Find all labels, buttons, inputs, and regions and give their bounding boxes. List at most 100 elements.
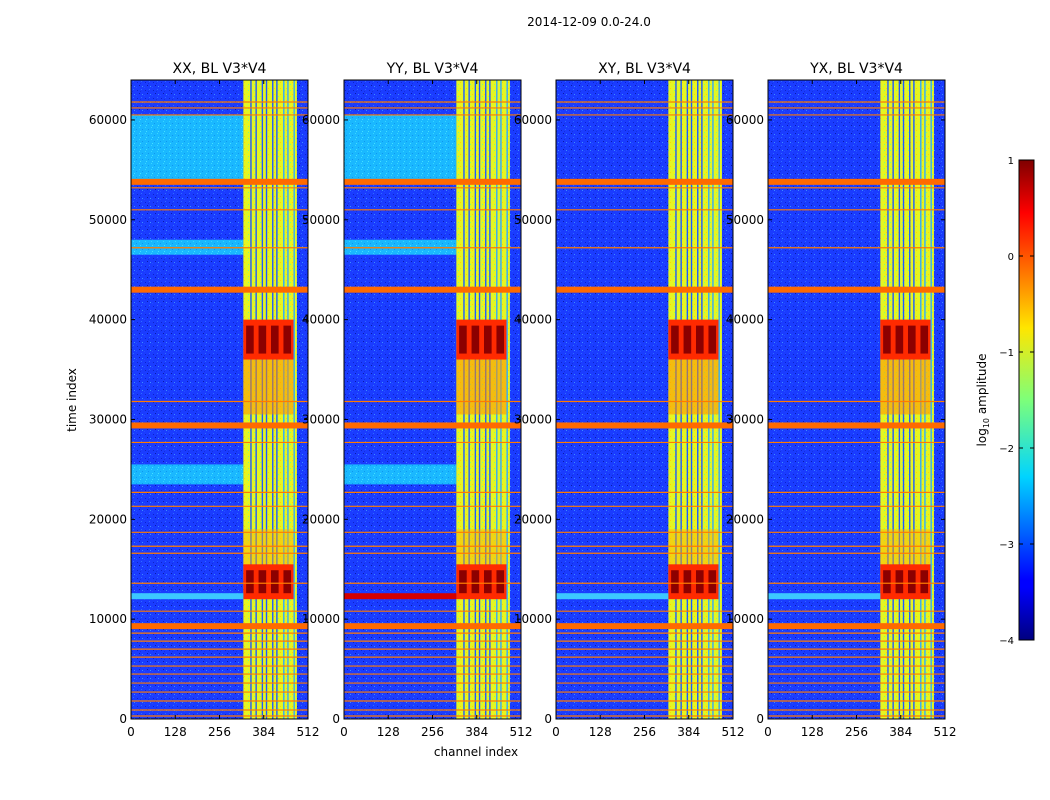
strong-region-core — [883, 325, 891, 354]
x-tick-label: 128 — [589, 725, 612, 739]
y-tick-label: 30000 — [89, 412, 127, 426]
y-tick-label: 0 — [544, 712, 552, 726]
strong-region-core — [283, 325, 292, 354]
orange-zone — [456, 359, 507, 415]
cyan-block — [131, 464, 244, 485]
colorbar-ticks: 1 0 −1 −2 −3 −4 — [999, 156, 1034, 647]
strong-region-core — [459, 325, 467, 354]
rfi-thick-row — [344, 422, 521, 429]
strong-region-core — [708, 325, 717, 354]
x-tick-label: 384 — [465, 725, 488, 739]
strong-region-core — [696, 570, 704, 594]
channel-stripe — [506, 80, 508, 719]
orange-zone — [880, 359, 931, 415]
x-tick-label: 0 — [340, 725, 348, 739]
y-tick-label: 30000 — [302, 412, 340, 426]
colorbar-tick-label: −1 — [999, 348, 1014, 359]
y-tick-label: 0 — [332, 712, 340, 726]
y-tick-label: 20000 — [302, 512, 340, 526]
strong-region-core — [683, 570, 692, 594]
rfi-cyan-line — [556, 593, 669, 600]
y-tick-label: 0 — [119, 712, 127, 726]
cyan-block — [131, 114, 244, 180]
strong-region-core — [459, 570, 467, 594]
x-tick-label: 128 — [377, 725, 400, 739]
strong-region-core — [471, 570, 480, 594]
x-tick-label: 512 — [722, 725, 745, 739]
strong-region-core — [471, 325, 480, 354]
strong-region-core — [484, 570, 492, 594]
y-tick-label: 40000 — [726, 313, 764, 327]
rfi-cyan-line — [131, 593, 244, 600]
rfi-thick-row — [556, 286, 733, 293]
x-tick-label: 128 — [164, 725, 187, 739]
strong-region-core — [246, 325, 254, 354]
y-tick-label: 50000 — [89, 213, 127, 227]
y-tick-label: 10000 — [726, 612, 764, 626]
colorbar-label-suffix: amplitude — [975, 354, 989, 418]
strong-region-core — [908, 325, 916, 354]
strong-region-core — [671, 570, 679, 594]
cyan-block — [344, 464, 457, 485]
rfi-thick-row — [344, 623, 521, 630]
strong-region-core — [283, 570, 292, 594]
colorbar-tick-label: −2 — [999, 444, 1014, 455]
strong-region-core — [271, 570, 279, 594]
rfi-thick-row — [556, 623, 733, 630]
panel-title: XX, BL V3*V4 — [173, 61, 267, 77]
rfi-cyan-line — [768, 593, 881, 600]
rfi-thick-row — [344, 178, 521, 185]
colorbar-tick-label: −4 — [999, 636, 1014, 647]
x-tick-label: 128 — [801, 725, 824, 739]
rfi-thick-row — [344, 286, 521, 293]
x-tick-label: 384 — [252, 725, 275, 739]
strong-region-core — [496, 325, 505, 354]
rfi-thick-row — [131, 623, 308, 630]
strong-region-core — [671, 325, 679, 354]
strong-region-core — [908, 570, 916, 594]
x-tick-label: 0 — [552, 725, 560, 739]
y-tick-label: 20000 — [89, 512, 127, 526]
colorbar-label-prefix: log — [975, 428, 989, 446]
colorbar-tick-label: 1 — [1008, 156, 1014, 167]
panel-1: XX, BL V3*V4 0 128 256 384 512 0 10000 20000 3000… — [89, 61, 320, 739]
colorbar-label: log10 amplitude — [975, 354, 991, 447]
x-tick-label: 384 — [889, 725, 912, 739]
strong-region-core — [271, 325, 279, 354]
strong-region-core — [696, 325, 704, 354]
rfi-thick-row — [131, 422, 308, 429]
rfi-red-line — [344, 593, 457, 600]
x-tick-label: 512 — [510, 725, 533, 739]
x-tick-label: 0 — [127, 725, 135, 739]
strong-region-core — [895, 325, 904, 354]
y-tick-label: 30000 — [514, 412, 552, 426]
rfi-thick-row — [131, 178, 308, 185]
x-tick-label: 0 — [764, 725, 772, 739]
y-tick-label: 40000 — [302, 313, 340, 327]
strong-region-core — [683, 325, 692, 354]
x-tick-label: 512 — [934, 725, 957, 739]
strong-region-core — [246, 570, 254, 594]
y-tick-label: 60000 — [89, 113, 127, 127]
strong-region-core — [920, 570, 929, 594]
rfi-thick-row — [768, 422, 945, 429]
strong-region-core — [883, 570, 891, 594]
y-tick-label: 30000 — [726, 412, 764, 426]
y-tick-label: 60000 — [514, 113, 552, 127]
strong-region-core — [496, 570, 505, 594]
rfi-thick-row — [131, 286, 308, 293]
channel-stripe — [718, 80, 720, 719]
y-tick-label: 60000 — [726, 113, 764, 127]
colorbar-tick-label: 0 — [1008, 252, 1014, 263]
y-tick-label: 10000 — [89, 612, 127, 626]
figure-title: 2014-12-09 0.0-24.0 — [527, 15, 651, 29]
y-tick-label: 50000 — [302, 213, 340, 227]
y-axis-label: time index — [65, 368, 79, 432]
y-tick-label: 60000 — [302, 113, 340, 127]
y-tick-label: 20000 — [514, 512, 552, 526]
panel-title: XY, BL V3*V4 — [598, 61, 691, 77]
colorbar-label-subscript: 10 — [982, 418, 991, 428]
panel-3: XY, BL V3*V4 0 128 256 384 512 0 10000 20000 3000… — [514, 61, 745, 739]
y-tick-label: 40000 — [89, 313, 127, 327]
